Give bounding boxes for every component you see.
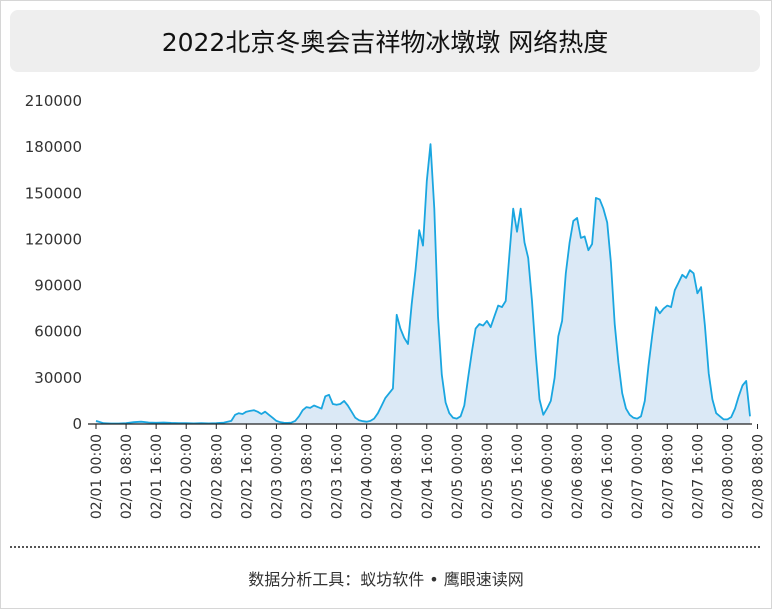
y-tick-label: 0: [72, 415, 82, 433]
y-tick-label: 210000: [25, 92, 82, 110]
x-tick-label: 02/07 16:00: [690, 434, 706, 519]
title-bar: 2022北京冬奥会吉祥物冰墩墩 网络热度: [10, 10, 760, 72]
x-tick-label: 02/08 08:00: [751, 434, 767, 519]
y-tick-label: 180000: [25, 138, 82, 156]
x-tick-label: 02/01 00:00: [89, 434, 105, 519]
x-tick-label: 02/06 08:00: [570, 434, 586, 519]
x-tick-label: 02/05 16:00: [510, 434, 526, 519]
x-tick-label: 02/08 00:00: [720, 434, 736, 519]
x-tick-label: 02/04 08:00: [390, 434, 406, 519]
x-tick-label: 02/06 00:00: [540, 434, 556, 519]
x-tick-label: 02/02 00:00: [179, 434, 195, 519]
x-tick-label: 02/06 16:00: [600, 434, 616, 519]
y-tick-label: 150000: [25, 184, 82, 202]
series-line: [95, 143, 751, 425]
x-tick-label: 02/03 00:00: [269, 434, 285, 519]
y-tick-label: 30000: [34, 369, 82, 387]
series-area: [96, 144, 750, 424]
y-tick-label: 90000: [34, 277, 82, 295]
chart-title: 2022北京冬奥会吉祥物冰墩墩 网络热度: [161, 28, 609, 57]
y-tick-label: 120000: [25, 230, 82, 248]
x-tick-label: 02/02 08:00: [209, 434, 225, 519]
x-tick-label: 02/04 16:00: [420, 434, 436, 519]
y-tick-label: 60000: [34, 323, 82, 341]
x-tick-label: 02/01 08:00: [119, 434, 135, 519]
x-tick-label: 02/03 16:00: [330, 434, 346, 519]
footer-divider: [10, 546, 760, 548]
footer-credit: 数据分析工具：蚁坊软件 • 鹰眼速读网: [248, 570, 524, 589]
x-tick-label: 02/07 08:00: [660, 434, 676, 519]
x-tick-label: 02/07 00:00: [630, 434, 646, 519]
x-tick-label: 02/02 16:00: [239, 434, 255, 519]
x-tick-label: 02/03 08:00: [299, 434, 315, 519]
x-tick-label: 02/04 00:00: [360, 434, 376, 519]
x-tick-label: 02/01 16:00: [149, 434, 165, 519]
x-tick-label: 02/05 00:00: [450, 434, 466, 519]
x-tick-label: 02/05 08:00: [480, 434, 496, 519]
